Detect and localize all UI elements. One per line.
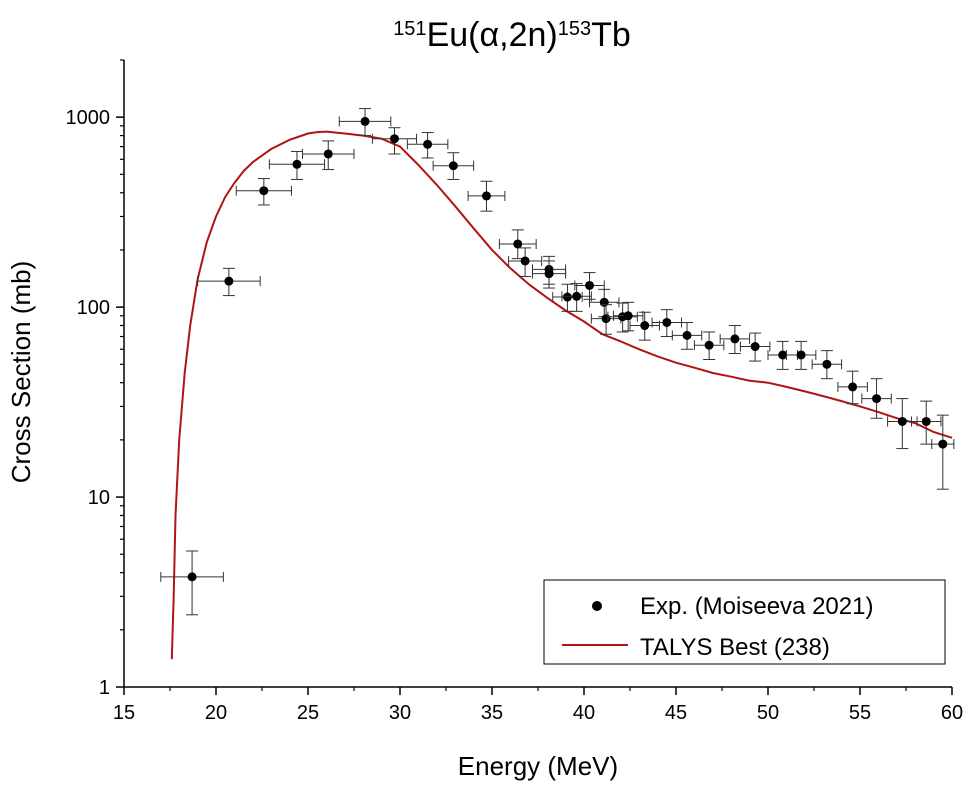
data-marker (682, 330, 692, 340)
data-marker (897, 416, 907, 426)
data-point (629, 311, 660, 341)
title-part-3: ,2n) (499, 16, 558, 54)
data-marker (187, 572, 197, 582)
y-tick-label: 1000 (66, 107, 111, 129)
x-tick-label: 25 (297, 702, 319, 724)
data-point (498, 229, 537, 260)
talys-curve (170, 130, 953, 660)
y-axis-label: Cross Section (mb) (6, 261, 36, 484)
title-part-1: Eu( (427, 16, 481, 54)
data-point (837, 370, 868, 405)
x-tick-label: 40 (573, 702, 595, 724)
x-tick-label: 55 (849, 702, 871, 724)
data-marker (292, 159, 302, 169)
data-point (693, 331, 725, 360)
data-point (607, 302, 638, 333)
data-point (612, 301, 644, 332)
data-marker (822, 359, 832, 369)
data-marker (730, 334, 740, 344)
data-marker (360, 116, 370, 126)
data-marker (778, 350, 788, 360)
data-point (406, 132, 449, 159)
data-point (861, 378, 892, 419)
data-point (589, 288, 620, 318)
x-tick-label: 45 (665, 702, 687, 724)
data-point (811, 350, 843, 380)
data-marker (423, 139, 433, 149)
talys-curve-layer (170, 130, 953, 660)
data-marker (224, 276, 234, 286)
x-tick-label: 50 (757, 702, 779, 724)
data-point (767, 340, 798, 370)
data-point (931, 414, 955, 490)
data-point (531, 260, 567, 289)
data-marker (662, 317, 672, 327)
title-part-0: 151 (393, 18, 426, 40)
y-tick-label: 10 (88, 487, 110, 509)
data-marker (572, 291, 582, 301)
data-point (160, 550, 224, 616)
data-point (785, 340, 817, 370)
data-marker (796, 350, 806, 360)
y-tick-label: 1 (99, 677, 110, 699)
data-point (671, 321, 703, 350)
data-marker (513, 239, 523, 249)
x-tick-label: 30 (389, 702, 411, 724)
legend-box (543, 579, 946, 665)
data-marker (544, 269, 554, 279)
data-point (371, 127, 418, 155)
data-point (235, 178, 292, 206)
data-marker (389, 134, 399, 144)
title-part-5: Tb (591, 16, 631, 54)
x-axis-label: Energy (MeV) (458, 751, 618, 781)
title-part-4: 153 (558, 18, 591, 40)
data-marker (448, 161, 458, 171)
data-marker (520, 256, 530, 266)
legend-label-exp: Exp. (Moiseeva 2021) (640, 593, 873, 620)
chart-title: 151Eu(α,2n)153Tb (393, 16, 631, 54)
experimental-points-layer (160, 108, 955, 616)
data-marker (601, 314, 611, 324)
legend-marker-exp (592, 601, 602, 611)
data-marker (848, 382, 858, 392)
data-marker (323, 149, 333, 159)
data-point (911, 400, 942, 445)
data-point (467, 180, 506, 212)
data-marker (640, 321, 650, 331)
data-marker (585, 280, 595, 290)
data-point (651, 309, 683, 338)
axes-layer: 15 20 25 30 35 40 45 50 55 60 1 10 100 1000 (66, 59, 963, 724)
data-marker (599, 297, 609, 307)
data-point (301, 140, 355, 171)
data-marker (704, 340, 714, 350)
data-marker (481, 191, 491, 201)
data-marker (750, 342, 760, 352)
legend: Exp. (Moiseeva 2021) TALYS Best (238) (543, 579, 946, 665)
x-tick-label: 35 (481, 702, 503, 724)
data-point (887, 398, 918, 450)
data-marker (259, 186, 269, 196)
data-marker (921, 416, 931, 426)
data-point (268, 150, 326, 180)
data-point (508, 247, 543, 277)
data-marker (623, 311, 633, 321)
data-marker (562, 292, 572, 302)
data-point (739, 332, 771, 362)
x-tick-label: 20 (205, 702, 227, 724)
data-point (338, 108, 392, 137)
title-part-2: α (479, 16, 499, 54)
y-tick-label: 100 (77, 297, 110, 319)
data-point (719, 325, 751, 354)
x-tick-label: 60 (941, 702, 963, 724)
data-point (432, 152, 475, 180)
data-marker (872, 394, 882, 404)
legend-label-talys: TALYS Best (238) (640, 634, 830, 661)
data-marker (938, 439, 948, 449)
x-tick-label: 15 (113, 702, 135, 724)
data-point (197, 267, 261, 297)
